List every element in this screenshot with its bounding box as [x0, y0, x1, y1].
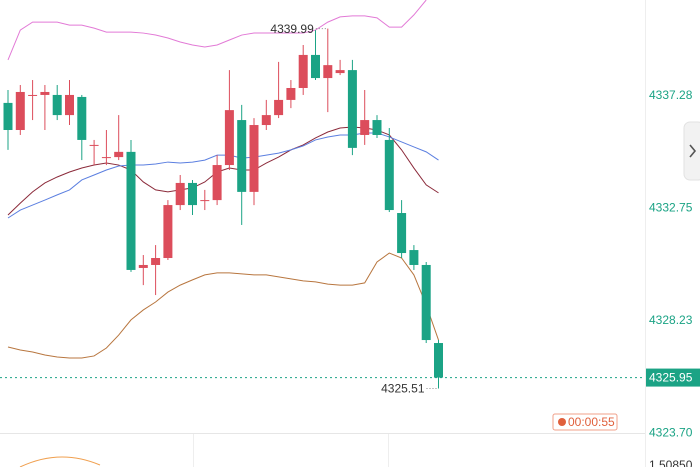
- y-tick-label: 4337.28: [649, 88, 693, 102]
- candle-body: [237, 120, 247, 192]
- candle-body: [175, 182, 185, 206]
- candle-body: [89, 144, 99, 146]
- y-tick-label: 4328.23: [649, 313, 693, 327]
- last-price-label: 4325.95: [649, 371, 693, 385]
- candle-body: [188, 182, 197, 206]
- candle-body: [397, 213, 407, 254]
- candle-body: [151, 258, 161, 265]
- countdown-label: 00:00:55: [568, 415, 615, 429]
- candle-body: [409, 250, 419, 265]
- candle-body: [249, 125, 259, 192]
- candle-body: [28, 94, 38, 96]
- countdown: 00:00:55: [552, 413, 618, 431]
- candle-body: [15, 91, 25, 131]
- candle-body: [335, 70, 345, 74]
- low-annotation: 4325.51: [381, 382, 425, 396]
- overlay-line: [7, 132, 439, 219]
- overlay-line: [7, 126, 439, 216]
- candle-body: [101, 157, 111, 159]
- candle-body: [347, 70, 357, 148]
- lower-y-tick-label: 1.50850: [649, 458, 693, 467]
- candle-body: [372, 120, 382, 135]
- candle-body: [286, 87, 296, 100]
- high-annotation: 4339.99: [270, 22, 314, 36]
- y-tick-label: 4323.70: [649, 426, 693, 440]
- candle-body: [77, 96, 87, 140]
- candle-body: [224, 110, 234, 166]
- candle-body: [261, 115, 271, 126]
- overlay-line: [7, 252, 439, 359]
- candle-body: [200, 200, 210, 202]
- candle-body: [360, 120, 370, 135]
- candle-body: [421, 264, 431, 341]
- last-price-box: [646, 368, 700, 387]
- candle-body: [114, 151, 124, 158]
- countdown-icon: [558, 418, 566, 426]
- candle-body: [52, 94, 62, 116]
- scroll-button[interactable]: [683, 121, 700, 181]
- candle-body: [40, 91, 50, 95]
- candle-body: [384, 139, 394, 211]
- candle-body: [3, 102, 13, 131]
- candle-body: [163, 205, 173, 259]
- candle-body: [298, 54, 308, 88]
- candle-body: [138, 264, 148, 268]
- candle-body: [434, 343, 443, 378]
- candle-body: [212, 165, 222, 201]
- candle-body: [65, 94, 74, 116]
- candle-body: [126, 151, 136, 270]
- candle-body: [274, 99, 284, 116]
- countdown-box: [552, 413, 618, 431]
- overlay-line: [7, 0, 427, 61]
- y-tick-label: 4332.75: [649, 201, 693, 215]
- lower-pane-line: [19, 456, 101, 467]
- candle-body: [311, 54, 320, 79]
- candle-body: [323, 65, 333, 79]
